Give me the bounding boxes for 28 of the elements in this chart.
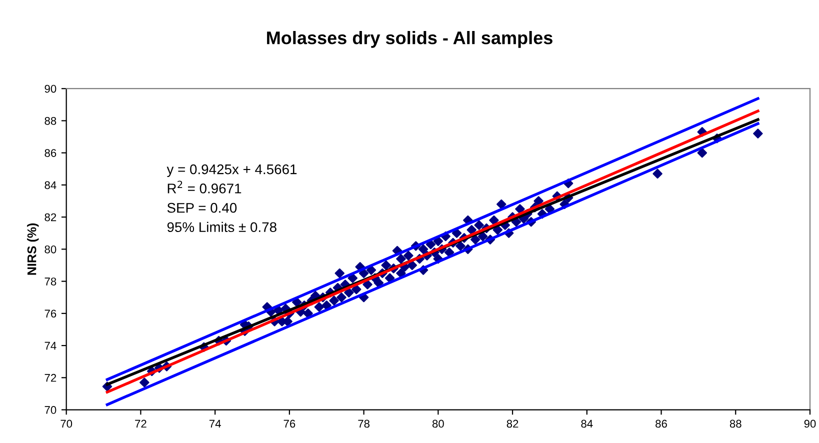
x-tick-label: 86 — [656, 420, 667, 428]
annotation: SEP = 0.40 — [167, 202, 237, 213]
x-tick-label: 70 — [60, 420, 72, 428]
y-tick-label: 80 — [44, 245, 56, 254]
x-tick-label: 82 — [506, 420, 518, 428]
annotation: y = 0.9425x + 4.5661 — [166, 164, 297, 177]
y-tick-label: 70 — [44, 406, 56, 414]
x-tick-label: 74 — [209, 420, 221, 428]
y-tick-label: 72 — [44, 374, 56, 382]
y-tick-label: 76 — [44, 310, 56, 318]
x-tick-label: 84 — [581, 420, 593, 428]
y-axis-title: NIRS (%) — [27, 223, 39, 275]
y-tick-label: 74 — [44, 342, 56, 350]
y-tick-label: 82 — [44, 213, 56, 222]
x-tick-label: 90 — [804, 420, 816, 428]
chart-title: Molasses dry solids - All samples — [267, 31, 552, 48]
x-tick-label: 88 — [730, 420, 742, 428]
y-tick-label: 90 — [44, 84, 56, 93]
y-tick-label: 78 — [44, 278, 56, 286]
x-tick-label: 80 — [432, 420, 444, 428]
x-tick-label: 76 — [284, 420, 296, 428]
y-tick-label: 84 — [44, 181, 56, 190]
y-tick-label: 86 — [44, 149, 56, 157]
x-tick-label: 78 — [358, 420, 370, 428]
annotation: R$^{2}$ = 0.9671 — [168, 180, 242, 194]
annotation: 95% Limits ± 0.78 — [167, 222, 276, 232]
x-tick-label: 72 — [135, 420, 146, 428]
y-tick-label: 88 — [44, 116, 56, 125]
